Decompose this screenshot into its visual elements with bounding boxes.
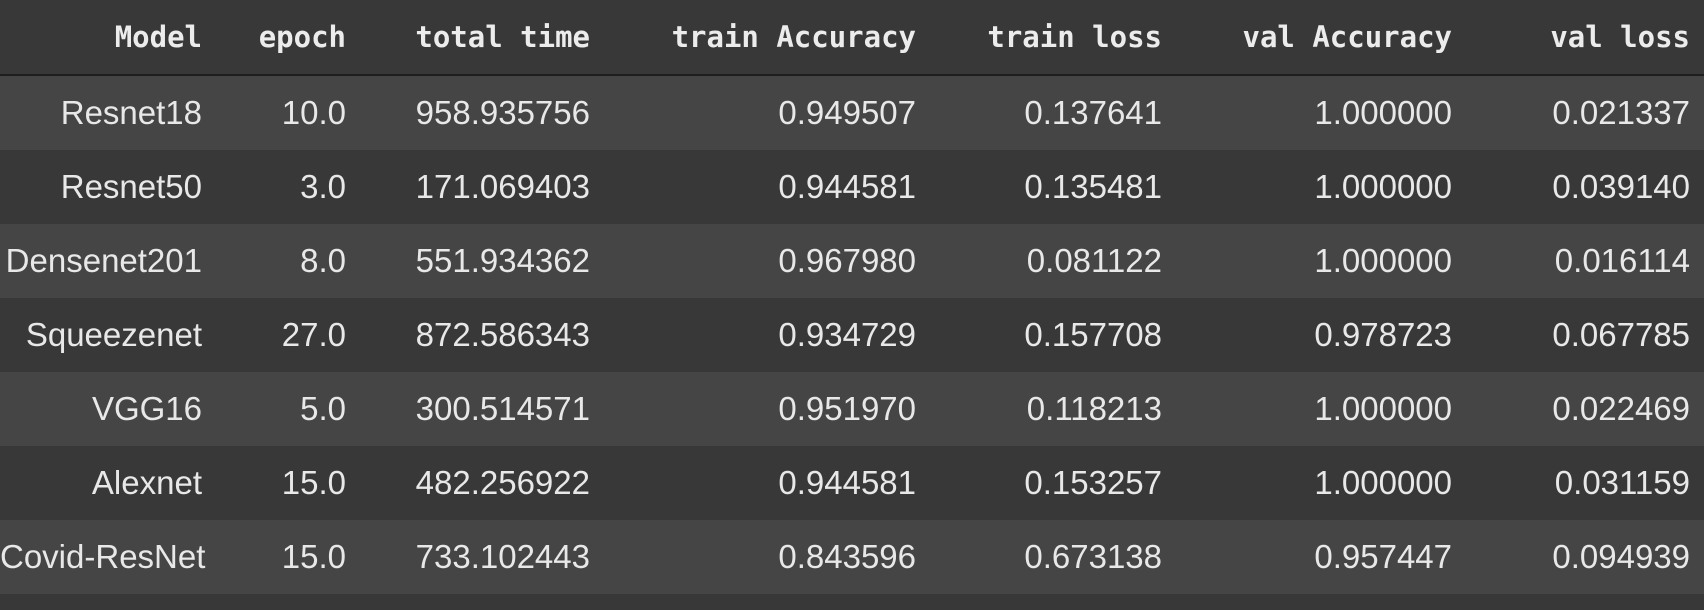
table-row: Covid-ResNet 15.0 733.102443 0.843596 0.… (0, 520, 1704, 594)
cell-epoch: 15.0 (216, 446, 360, 520)
cell-train-loss: 0.153257 (930, 446, 1176, 520)
cell-train-accuracy: 0.944581 (604, 150, 930, 224)
column-header-train-accuracy: train Accuracy (604, 0, 930, 76)
cell-total-time: 300.514571 (360, 372, 604, 446)
cell-model: Squeezenet (0, 298, 216, 372)
cell-val-accuracy: 1.000000 (1176, 446, 1466, 520)
cell-total-time: 872.586343 (360, 298, 604, 372)
model-results-table: Model epoch total time train Accuracy tr… (0, 0, 1704, 594)
table-row: VGG16 5.0 300.514571 0.951970 0.118213 1… (0, 372, 1704, 446)
cell-train-loss: 0.157708 (930, 298, 1176, 372)
cell-model: Resnet50 (0, 150, 216, 224)
table-row: Squeezenet 27.0 872.586343 0.934729 0.15… (0, 298, 1704, 372)
cell-val-accuracy: 1.000000 (1176, 150, 1466, 224)
cell-epoch: 3.0 (216, 150, 360, 224)
cell-epoch: 10.0 (216, 75, 360, 150)
cell-model: Alexnet (0, 446, 216, 520)
cell-train-accuracy: 0.934729 (604, 298, 930, 372)
cell-val-accuracy: 0.978723 (1176, 298, 1466, 372)
cell-train-loss: 0.137641 (930, 75, 1176, 150)
cell-epoch: 8.0 (216, 224, 360, 298)
cell-val-accuracy: 1.000000 (1176, 224, 1466, 298)
cell-train-accuracy: 0.843596 (604, 520, 930, 594)
column-header-train-loss: train loss (930, 0, 1176, 76)
cell-val-loss: 0.067785 (1466, 298, 1704, 372)
cell-val-accuracy: 1.000000 (1176, 75, 1466, 150)
cell-train-loss: 0.673138 (930, 520, 1176, 594)
cell-train-loss: 0.135481 (930, 150, 1176, 224)
cell-model: Densenet201 (0, 224, 216, 298)
cell-total-time: 171.069403 (360, 150, 604, 224)
cell-train-accuracy: 0.967980 (604, 224, 930, 298)
cell-val-loss: 0.094939 (1466, 520, 1704, 594)
cell-epoch: 5.0 (216, 372, 360, 446)
table-row: Resnet50 3.0 171.069403 0.944581 0.13548… (0, 150, 1704, 224)
column-header-val-accuracy: val Accuracy (1176, 0, 1466, 76)
table-header-row: Model epoch total time train Accuracy tr… (0, 0, 1704, 76)
cell-total-time: 958.935756 (360, 75, 604, 150)
cell-train-accuracy: 0.944581 (604, 446, 930, 520)
cell-train-accuracy: 0.949507 (604, 75, 930, 150)
cell-val-loss: 0.022469 (1466, 372, 1704, 446)
table-row: Densenet201 8.0 551.934362 0.967980 0.08… (0, 224, 1704, 298)
cell-val-accuracy: 1.000000 (1176, 372, 1466, 446)
table-row: Alexnet 15.0 482.256922 0.944581 0.15325… (0, 446, 1704, 520)
cell-val-loss: 0.039140 (1466, 150, 1704, 224)
cell-total-time: 551.934362 (360, 224, 604, 298)
cell-total-time: 733.102443 (360, 520, 604, 594)
column-header-epoch: epoch (216, 0, 360, 76)
cell-train-accuracy: 0.951970 (604, 372, 930, 446)
cell-model: VGG16 (0, 372, 216, 446)
cell-train-loss: 0.118213 (930, 372, 1176, 446)
cell-total-time: 482.256922 (360, 446, 604, 520)
cell-epoch: 27.0 (216, 298, 360, 372)
column-header-total-time: total time (360, 0, 604, 76)
column-header-model: Model (0, 0, 216, 76)
cell-epoch: 15.0 (216, 520, 360, 594)
cell-val-accuracy: 0.957447 (1176, 520, 1466, 594)
cell-model: Covid-ResNet (0, 520, 216, 594)
cell-train-loss: 0.081122 (930, 224, 1176, 298)
cell-model: Resnet18 (0, 75, 216, 150)
column-header-val-loss: val loss (1466, 0, 1704, 76)
cell-val-loss: 0.031159 (1466, 446, 1704, 520)
cell-val-loss: 0.016114 (1466, 224, 1704, 298)
table-row: Resnet18 10.0 958.935756 0.949507 0.1376… (0, 75, 1704, 150)
cell-val-loss: 0.021337 (1466, 75, 1704, 150)
